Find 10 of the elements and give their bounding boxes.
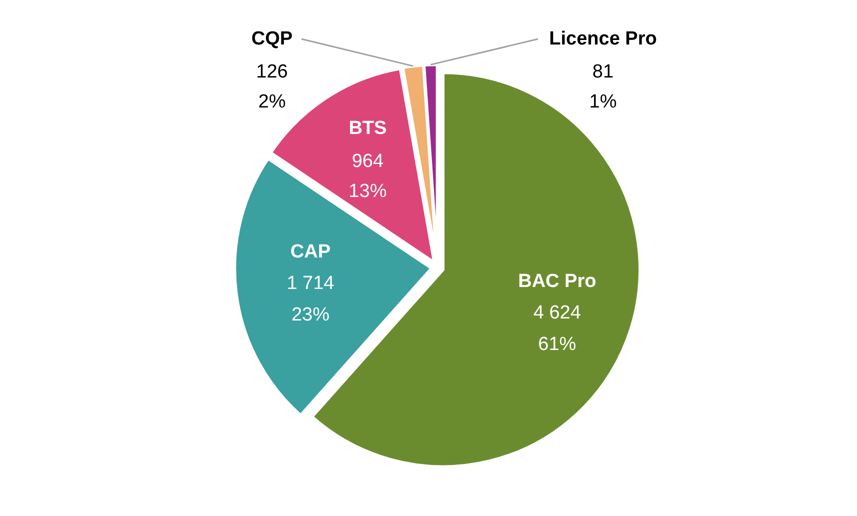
data-label: 964 13% — [348, 151, 387, 202]
slice-label: CAP — [290, 242, 331, 263]
data-label: 1 714 23% — [286, 273, 335, 326]
slice-label: CQP — [251, 28, 293, 50]
data-label: 4 624 61% — [533, 302, 582, 356]
data-label: 81 1% — [589, 62, 617, 113]
slice-label: BTS — [348, 118, 387, 140]
slice-label: BAC Pro — [518, 271, 596, 292]
slice-label: Licence Pro — [549, 28, 657, 50]
data-label: 126 2% — [256, 62, 288, 113]
